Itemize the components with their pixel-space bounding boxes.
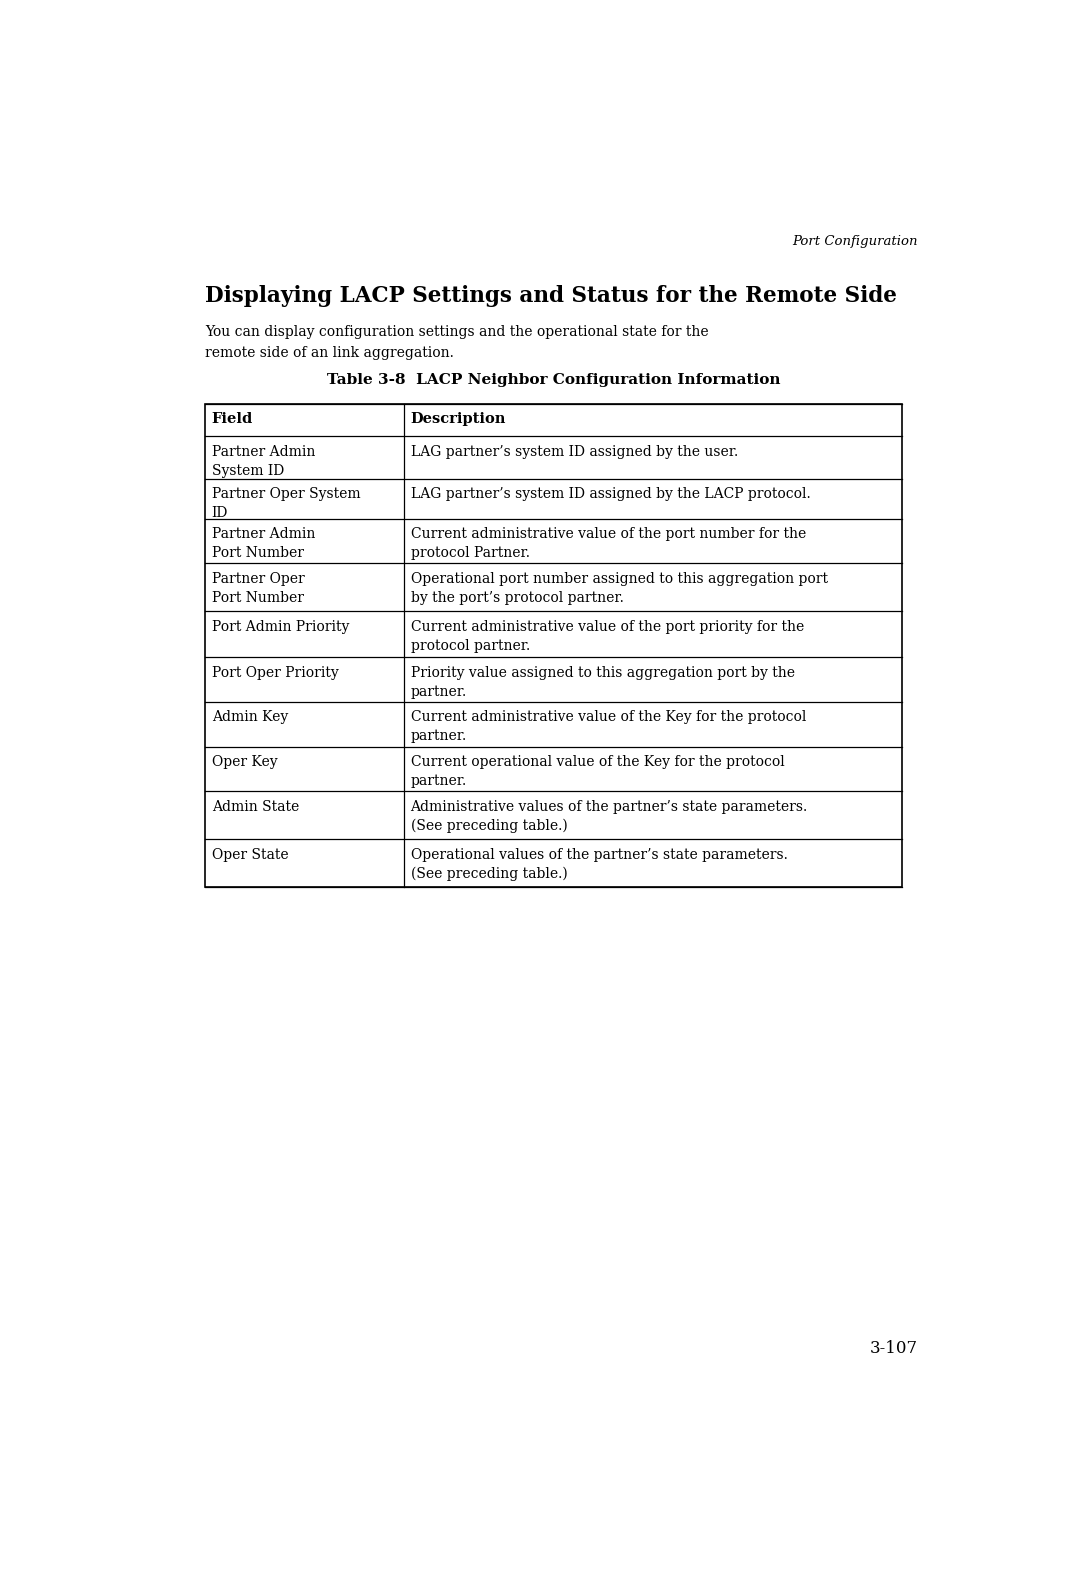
Text: Displaying LACP Settings and Status for the Remote Side: Displaying LACP Settings and Status for …: [205, 284, 896, 306]
Text: Partner Admin
Port Number: Partner Admin Port Number: [212, 528, 315, 560]
Text: Administrative values of the partner’s state parameters.
(See preceding table.): Administrative values of the partner’s s…: [410, 799, 808, 834]
Text: Port Oper Priority: Port Oper Priority: [212, 666, 338, 680]
Text: Partner Oper System
ID: Partner Oper System ID: [212, 487, 361, 520]
Text: Current operational value of the Key for the protocol
partner.: Current operational value of the Key for…: [410, 755, 784, 788]
Text: Field: Field: [212, 413, 253, 427]
Text: Admin State: Admin State: [212, 799, 299, 813]
Text: Port Admin Priority: Port Admin Priority: [212, 620, 349, 634]
Text: Admin Key: Admin Key: [212, 711, 288, 724]
Text: Current administrative value of the port priority for the
protocol partner.: Current administrative value of the port…: [410, 620, 804, 653]
Text: Description: Description: [410, 413, 505, 427]
Text: Partner Oper
Port Number: Partner Oper Port Number: [212, 571, 305, 604]
Bar: [205, 403, 902, 887]
Text: Table 3-8  LACP Neighbor Configuration Information: Table 3-8 LACP Neighbor Configuration In…: [327, 374, 780, 388]
Text: 3-107: 3-107: [869, 1341, 918, 1356]
Text: Oper Key: Oper Key: [212, 755, 278, 769]
Text: Oper State: Oper State: [212, 848, 288, 862]
Text: LAG partner’s system ID assigned by the user.: LAG partner’s system ID assigned by the …: [410, 444, 738, 458]
Text: Current administrative value of the port number for the
protocol Partner.: Current administrative value of the port…: [410, 528, 806, 560]
Text: Operational port number assigned to this aggregation port
by the port’s protocol: Operational port number assigned to this…: [410, 571, 827, 604]
Text: Operational values of the partner’s state parameters.
(See preceding table.): Operational values of the partner’s stat…: [410, 848, 787, 881]
Text: You can display configuration settings and the operational state for the
remote : You can display configuration settings a…: [205, 325, 708, 360]
Text: LAG partner’s system ID assigned by the LACP protocol.: LAG partner’s system ID assigned by the …: [410, 487, 810, 501]
Text: Port Configuration: Port Configuration: [793, 234, 918, 248]
Text: Priority value assigned to this aggregation port by the
partner.: Priority value assigned to this aggregat…: [410, 666, 795, 699]
Text: Partner Admin
System ID: Partner Admin System ID: [212, 444, 315, 477]
Text: Current administrative value of the Key for the protocol
partner.: Current administrative value of the Key …: [410, 711, 806, 744]
